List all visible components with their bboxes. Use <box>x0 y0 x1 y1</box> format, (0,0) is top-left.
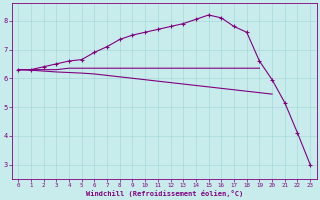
X-axis label: Windchill (Refroidissement éolien,°C): Windchill (Refroidissement éolien,°C) <box>85 190 243 197</box>
